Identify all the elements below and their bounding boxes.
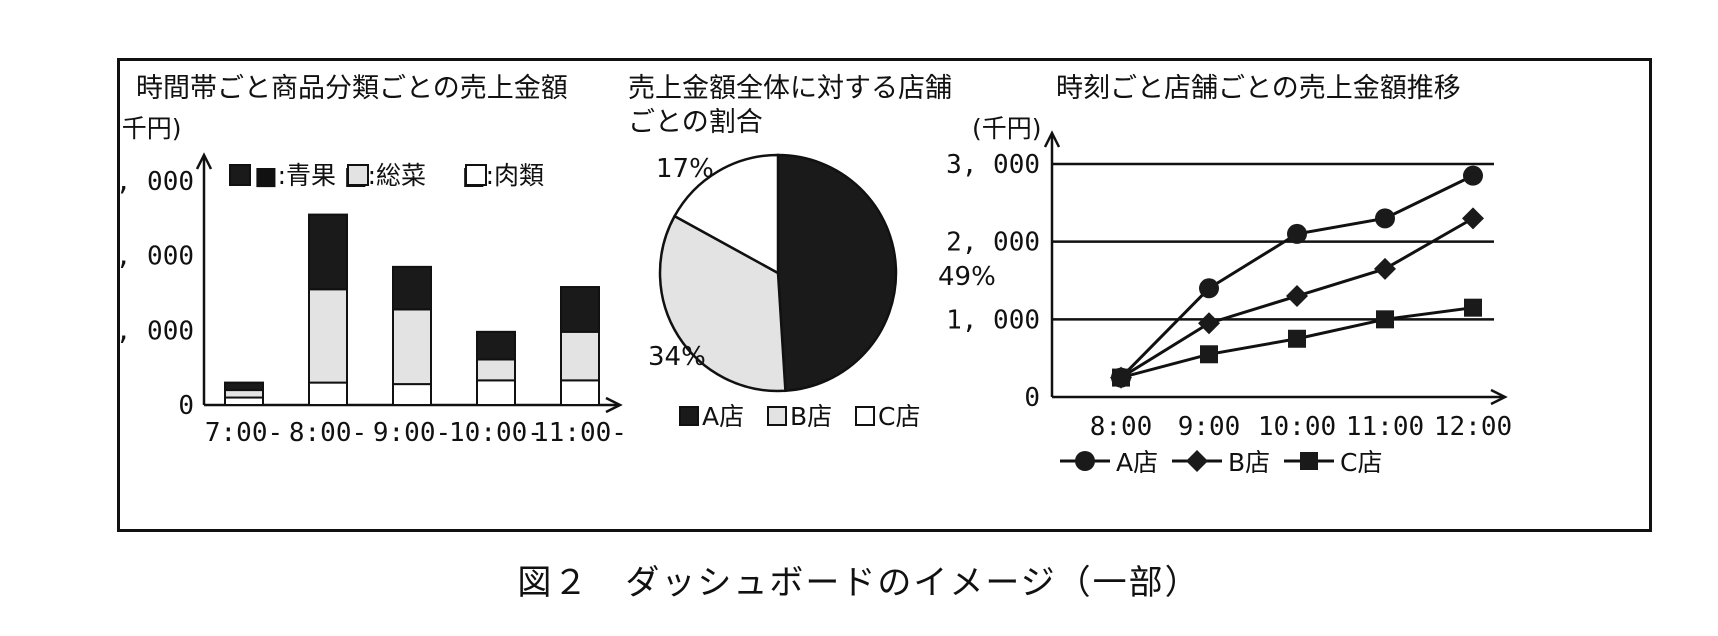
bar-chart: 時間帯ごと商品分類ごとの売上金額 (千円) ■:青果 □:総菜 □:肉類 0 1,… — [100, 73, 627, 448]
line-point-square — [1112, 368, 1130, 387]
line-axes: 0 1, 000 2, 000 3, 000 8:00 9:00 10:00 11:00 12:… — [946, 130, 1512, 442]
line-y-tick-label: 0 — [1024, 383, 1040, 413]
bar-legend: ■:青果 □:総菜 □:肉類 — [229, 161, 544, 190]
line-point-circle — [1375, 208, 1395, 229]
line-chart-ylabel: (千円) — [972, 114, 1042, 143]
bar-marks — [224, 213, 600, 407]
bar-segment — [476, 379, 516, 406]
line-x-tick-label: 8:00 — [1090, 412, 1153, 442]
bar-x-tick-label: 8:00- — [289, 418, 367, 448]
bar-segment — [224, 381, 264, 392]
line-point-diamond — [1186, 450, 1208, 472]
bar-segment — [560, 286, 600, 333]
bar-axes: 0 1, 000 2, 000 3, 000 7:00-8:00-9:00-10:00-… — [100, 152, 627, 448]
bar-x-tick-label: 10:00- — [449, 418, 543, 448]
bar-x-tick-label: 7:00- — [205, 418, 283, 448]
pie-marks: 49% 34% 17% — [648, 153, 996, 393]
line-point-diamond — [1286, 285, 1308, 308]
line-legend: A店 B店 C店 — [1060, 448, 1382, 477]
bar-segment — [392, 383, 432, 406]
line-point-circle — [1287, 223, 1307, 244]
line-point-diamond — [1374, 257, 1396, 280]
figure-caption: 図２ ダッシュボードのイメージ（一部） — [517, 563, 1201, 603]
pie-slice — [776, 153, 898, 393]
line-point-square — [1376, 310, 1394, 329]
line-x-tick-label: 9:00 — [1178, 412, 1241, 442]
line-point-square — [1300, 452, 1318, 470]
pie-legend-swatch — [767, 406, 787, 426]
bar-segment — [224, 389, 264, 399]
bar-segment — [476, 358, 516, 382]
pie-legend: A店 B店 C店 — [679, 402, 920, 431]
line-y-tick-label: 1, 000 — [946, 305, 1040, 335]
line-legend-label: A店 — [1116, 448, 1158, 477]
bar-segment — [308, 288, 348, 384]
pie-slice-label: 49% — [938, 262, 996, 292]
pie-chart-title-line2: ごとの割合 — [628, 107, 763, 138]
line-chart-title: 時刻ごと店舗ごとの売上金額推移 — [1056, 73, 1461, 104]
line-x-tick-label: 10:00 — [1258, 412, 1336, 442]
legend-swatch-sozai — [347, 164, 369, 186]
pie-slice — [672, 153, 780, 276]
bar-segment — [392, 265, 432, 311]
pie-slice-label: 34% — [648, 342, 706, 372]
line-x-tick-label: 12:00 — [1434, 412, 1512, 442]
line-point-square — [1200, 345, 1218, 364]
legend-swatch-nikurui — [465, 164, 487, 186]
pie-legend-swatch — [855, 406, 875, 426]
dashboard-charts: 時間帯ごと商品分類ごとの売上金額 (千円) ■:青果 □:総菜 □:肉類 0 1,… — [100, 73, 1512, 477]
legend-label-seika: ■:青果 — [254, 161, 336, 190]
bar-chart-ylabel: (千円) — [120, 114, 182, 143]
line-legend-label: B店 — [1228, 448, 1270, 477]
line-point-diamond — [1462, 207, 1484, 230]
line-y-tick-label: 3, 000 — [946, 150, 1040, 180]
pie-chart: 売上金額全体に対する店舗 ごとの割合 49% 34% 17% A店 B店 C店 — [628, 73, 996, 431]
pie-chart-title-line1: 売上金額全体に対する店舗 — [628, 73, 952, 104]
pie-legend-label: C店 — [878, 402, 920, 431]
bar-y-tick-label: 1, 000 — [120, 316, 194, 346]
bar-segment — [224, 396, 264, 406]
line-y-tick-label: 2, 000 — [946, 228, 1040, 258]
line-point-square — [1464, 298, 1482, 317]
pie-legend-swatch — [679, 406, 699, 426]
bar-y-tick-label: 0 — [178, 391, 194, 421]
line-y-arrow — [1043, 130, 1061, 148]
line-x-tick-label: 11:00 — [1346, 412, 1424, 442]
legend-swatch-seika — [229, 164, 251, 186]
dashboard-frame: 時間帯ごと商品分類ごとの売上金額 (千円) ■:青果 □:総菜 □:肉類 0 1,… — [100, 58, 1652, 532]
bar-y-tick-label: 2, 000 — [120, 242, 194, 272]
line-legend-label: C店 — [1340, 448, 1382, 477]
line-point-square — [1288, 329, 1306, 348]
pie-legend-label: B店 — [790, 402, 832, 431]
pie-slice-label: 17% — [656, 154, 714, 184]
bar-segment — [476, 330, 516, 361]
line-point-circle — [1463, 165, 1483, 186]
bar-segment — [392, 308, 432, 386]
bar-x-tick-label: 9:00- — [373, 418, 451, 448]
bar-chart-title: 時間帯ごと商品分類ごとの売上金額 — [136, 73, 568, 104]
bar-segment — [560, 379, 600, 406]
line-chart: 時刻ごと店舗ごとの売上金額推移 (千円) 0 1, 000 2, 000 3, 000… — [946, 73, 1512, 477]
line-point-circle — [1199, 278, 1219, 299]
line-point-diamond — [1198, 312, 1220, 335]
bar-y-tick-label: 3, 000 — [120, 167, 194, 197]
bar-segment — [308, 213, 348, 291]
line-x-arrow — [1490, 388, 1508, 406]
bar-x-tick-label: 11:00- — [533, 418, 627, 448]
bar-segment — [560, 330, 600, 382]
bar-y-arrow — [195, 152, 213, 170]
line-point-circle — [1075, 451, 1095, 471]
bar-x-arrow — [605, 396, 623, 414]
pie-legend-label: A店 — [702, 402, 744, 431]
bar-segment — [308, 381, 348, 407]
line-marks — [1110, 165, 1484, 389]
